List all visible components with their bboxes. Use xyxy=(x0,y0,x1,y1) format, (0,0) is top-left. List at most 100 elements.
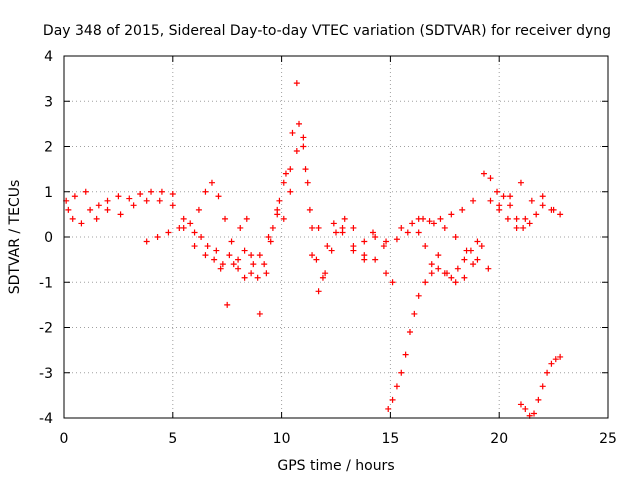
data-point xyxy=(383,238,390,245)
data-point xyxy=(241,274,248,281)
data-point xyxy=(372,256,379,263)
data-point xyxy=(309,252,316,259)
data-point xyxy=(158,188,165,195)
data-point xyxy=(215,193,222,200)
data-point xyxy=(461,274,468,281)
data-point xyxy=(300,134,307,141)
data-point xyxy=(280,179,287,186)
data-point xyxy=(65,206,72,213)
y-tick-label: -2 xyxy=(39,321,53,337)
data-point xyxy=(474,256,481,263)
data-point xyxy=(82,188,89,195)
data-point xyxy=(487,175,494,182)
axis-ticks: 0 5 10 15 20 25 -4 -3 -2 -1 0 1 2 3 4 xyxy=(39,49,617,447)
data-point xyxy=(289,129,296,136)
data-point xyxy=(237,224,244,231)
data-point xyxy=(309,224,316,231)
data-point xyxy=(437,215,444,222)
data-point xyxy=(235,265,242,272)
data-point xyxy=(448,211,455,218)
data-point xyxy=(202,188,209,195)
data-point xyxy=(304,179,311,186)
data-point xyxy=(241,247,248,254)
data-point xyxy=(211,256,218,263)
data-point xyxy=(143,238,150,245)
data-point xyxy=(520,224,527,231)
y-axis-label: SDTVAR / TECUs xyxy=(7,180,23,295)
data-point xyxy=(467,247,474,254)
data-point xyxy=(95,202,102,209)
data-point xyxy=(217,265,224,272)
data-point xyxy=(385,405,392,412)
series-track-g xyxy=(385,238,481,412)
chart-title: Day 348 of 2015, Sidereal Day-to-day VTE… xyxy=(43,23,611,39)
data-point xyxy=(222,215,229,222)
data-point xyxy=(389,396,396,403)
data-point xyxy=(293,148,300,155)
data-point xyxy=(539,202,546,209)
data-point xyxy=(224,301,231,308)
data-point xyxy=(250,261,257,268)
y-tick-label: 4 xyxy=(44,49,53,65)
x-tick-label: 5 xyxy=(168,431,177,447)
series-track-e xyxy=(398,179,557,272)
data-point xyxy=(191,229,198,236)
data-point xyxy=(480,170,487,177)
data-point xyxy=(274,211,281,218)
data-point xyxy=(341,215,348,222)
data-point xyxy=(306,206,313,213)
data-point xyxy=(165,229,172,236)
data-point xyxy=(550,206,557,213)
y-tick-label: 1 xyxy=(44,185,53,201)
data-point xyxy=(267,238,274,245)
y-tick-label: -4 xyxy=(39,411,53,427)
data-point xyxy=(226,252,233,259)
data-point xyxy=(459,206,466,213)
data-point xyxy=(361,252,368,259)
data-point xyxy=(504,215,511,222)
data-point xyxy=(552,356,559,363)
data-point xyxy=(280,215,287,222)
data-point xyxy=(507,202,514,209)
data-point xyxy=(228,238,235,245)
data-point xyxy=(339,229,346,236)
data-point xyxy=(191,243,198,250)
data-point xyxy=(428,270,435,277)
data-point xyxy=(369,229,376,236)
data-point xyxy=(383,270,390,277)
data-point xyxy=(544,369,551,376)
data-point xyxy=(398,224,405,231)
data-point xyxy=(513,215,520,222)
x-tick-label: 0 xyxy=(60,431,69,447)
data-point xyxy=(126,195,133,202)
data-point xyxy=(330,220,337,227)
data-point xyxy=(350,224,357,231)
data-point xyxy=(441,224,448,231)
data-point xyxy=(548,360,555,367)
data-point xyxy=(263,270,270,277)
data-point xyxy=(531,410,538,417)
data-point xyxy=(389,279,396,286)
data-point xyxy=(406,329,413,336)
y-tick-label: -3 xyxy=(39,366,53,382)
data-point xyxy=(470,261,477,268)
data-point xyxy=(104,206,111,213)
data-point xyxy=(474,238,481,245)
data-point xyxy=(452,234,459,240)
data-point xyxy=(302,166,309,173)
series-track-h xyxy=(517,353,564,419)
data-point xyxy=(261,261,268,268)
data-point xyxy=(380,243,387,250)
y-tick-label: 2 xyxy=(44,140,53,156)
data-point xyxy=(287,188,294,195)
data-point xyxy=(296,120,303,127)
data-point xyxy=(248,252,255,259)
data-point xyxy=(104,197,111,204)
data-point xyxy=(522,215,529,222)
data-point xyxy=(409,220,416,227)
data-point xyxy=(187,220,194,227)
data-point xyxy=(276,197,283,204)
data-point xyxy=(513,224,520,231)
x-tick-label: 25 xyxy=(599,431,617,447)
